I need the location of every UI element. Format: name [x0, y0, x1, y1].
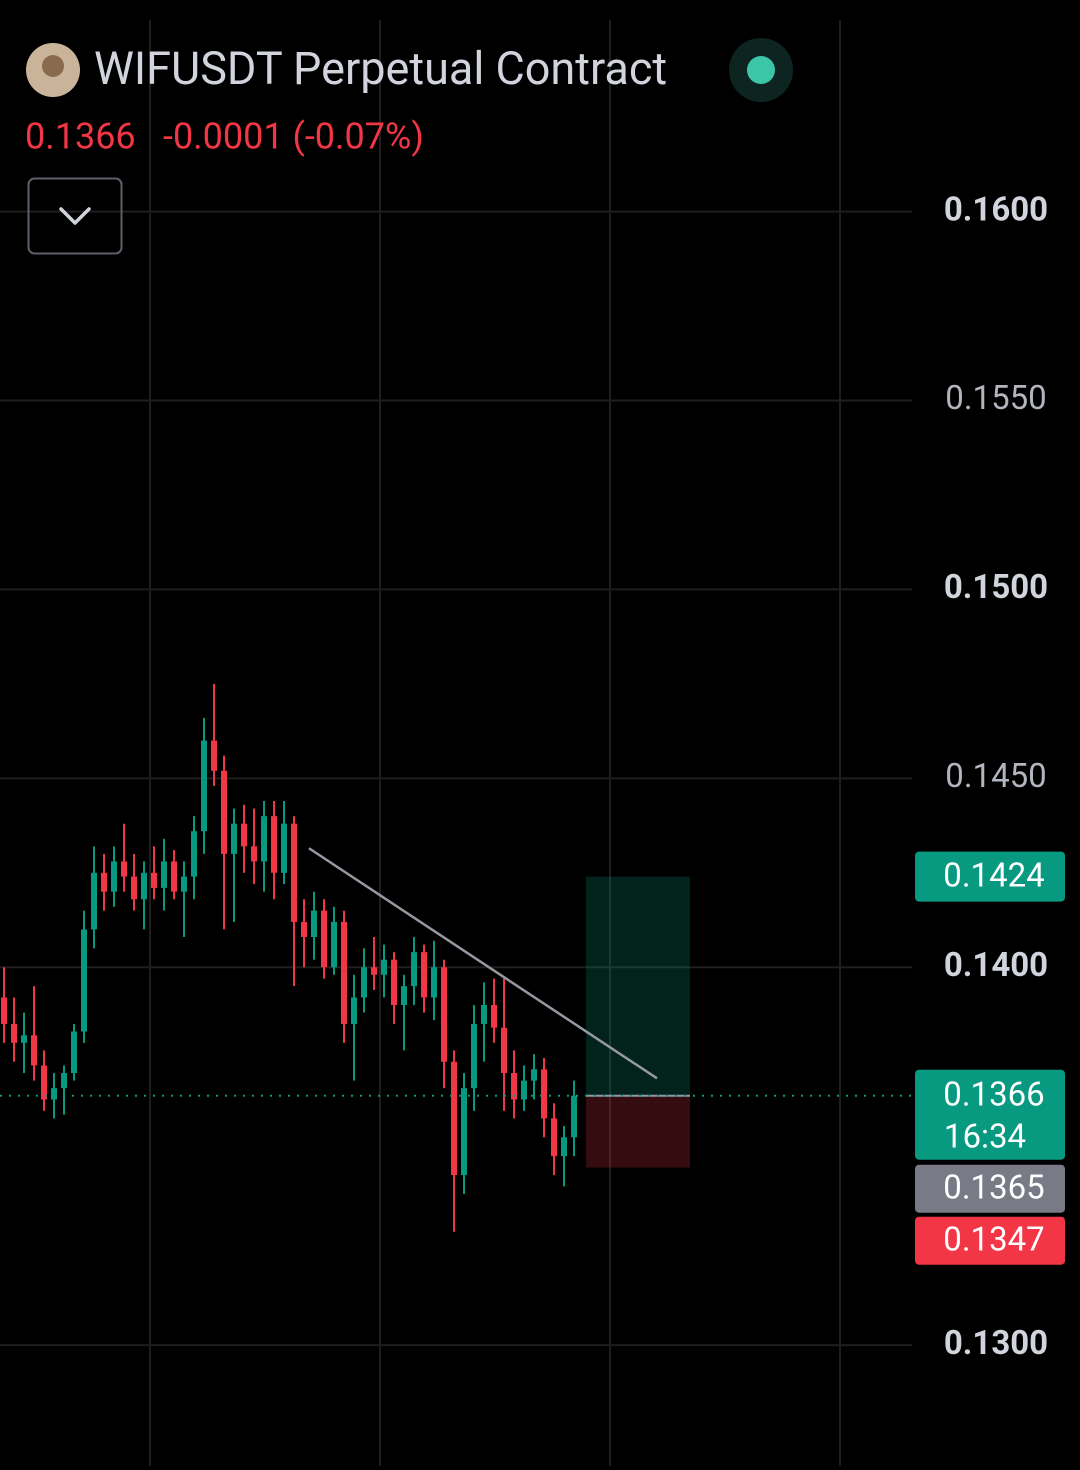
candle-body: [421, 952, 427, 998]
candle-body: [401, 986, 407, 1006]
price-axis: 0.1600 0.1550 0.1500 0.1450 0.1400 0.1300 0.14…: [915, 190, 1065, 1363]
dropdown-button[interactable]: [27, 177, 123, 255]
last-price: 0.1366: [25, 116, 136, 158]
y-tick-label: 0.1400: [944, 946, 1048, 985]
candle-body: [221, 770, 227, 854]
candle-body: [121, 861, 127, 877]
candle-body: [471, 1023, 477, 1089]
target-tag: [915, 851, 1065, 902]
candle-body: [21, 1035, 27, 1043]
candle-body: [201, 740, 207, 832]
candle-body: [551, 1118, 557, 1157]
candle-body: [391, 959, 397, 1006]
candle-body: [321, 910, 327, 968]
candle-body: [351, 997, 357, 1024]
candle-body: [241, 823, 247, 847]
candle-body: [211, 740, 217, 771]
coin-icon-face: [42, 55, 64, 77]
candle-body: [371, 967, 377, 975]
candle-body: [301, 921, 307, 938]
target-zone: [586, 876, 690, 1096]
y-tick-label: 0.1600: [944, 190, 1048, 229]
stop-zone: [586, 1095, 690, 1168]
candle-body: [51, 1088, 57, 1100]
header: WIFUSDT Perpetual Contract 0.1366 -0.000…: [25, 38, 793, 255]
candle-body: [151, 872, 157, 888]
candle-body: [531, 1069, 537, 1081]
plot: [0, 683, 912, 1232]
candle-body: [561, 1137, 567, 1157]
candle-body: [271, 816, 277, 873]
candle-body: [101, 872, 107, 892]
y-tick-label: 0.1550: [945, 379, 1046, 418]
candle-body: [161, 861, 167, 888]
candle-body: [431, 967, 437, 998]
grid: [0, 20, 912, 1466]
candle-body: [81, 929, 87, 1032]
candle-body: [181, 876, 187, 892]
candle-body: [441, 967, 447, 1062]
mark-price-tag-label: 0.1365: [943, 1168, 1044, 1207]
candle-body: [491, 1005, 497, 1028]
candle-body: [291, 823, 297, 922]
countdown: 16:34: [944, 1117, 1026, 1156]
candle-body: [411, 952, 417, 987]
y-tick-label: 0.1300: [944, 1324, 1048, 1363]
last-price-tag: [915, 1069, 1065, 1160]
trend-line: [308, 847, 658, 1080]
candle-body: [381, 959, 387, 975]
candle-body: [341, 921, 347, 1024]
y-tick-label: 0.1450: [945, 757, 1046, 796]
candle-body: [281, 823, 287, 873]
candle-body: [171, 861, 177, 892]
dropdown-chevron: [59, 207, 91, 225]
candle-body: [231, 823, 237, 854]
candle-body: [451, 1061, 457, 1176]
candle-body: [461, 1088, 467, 1176]
candle-body: [71, 1031, 77, 1074]
candle-body: [41, 1065, 47, 1100]
target-tag-label: 0.1424: [943, 856, 1044, 895]
candle-body: [361, 967, 367, 998]
candle-body: [571, 1095, 577, 1138]
candle-body: [191, 831, 197, 877]
candle-body: [261, 816, 267, 862]
symbol-title: WIFUSDT Perpetual Contract: [94, 42, 667, 95]
candle-body: [481, 1005, 487, 1024]
candle-body: [501, 1027, 507, 1074]
status-dot: [747, 56, 775, 84]
candle-body: [141, 872, 147, 900]
candle-body: [131, 876, 137, 900]
candle-body: [111, 861, 117, 892]
candle-body: [541, 1069, 547, 1119]
last-price-tag-label: 0.1366: [943, 1075, 1044, 1114]
candle-body: [251, 846, 257, 862]
candle-body: [1, 997, 7, 1024]
price-change: -0.0001 (-0.07%): [163, 116, 424, 158]
candle-body: [311, 910, 317, 938]
candle-body: [521, 1080, 527, 1100]
y-tick-label: 0.1500: [944, 568, 1048, 607]
candle-body: [31, 1035, 37, 1066]
candle-body: [331, 921, 337, 968]
candle-body: [511, 1073, 517, 1100]
stop-tag: [915, 1216, 1065, 1265]
mark-price-tag: [915, 1164, 1065, 1213]
candle-body: [91, 872, 97, 930]
stop-tag-label: 0.1347: [943, 1220, 1044, 1259]
candle-body: [11, 1023, 17, 1043]
candle-body: [61, 1073, 67, 1089]
